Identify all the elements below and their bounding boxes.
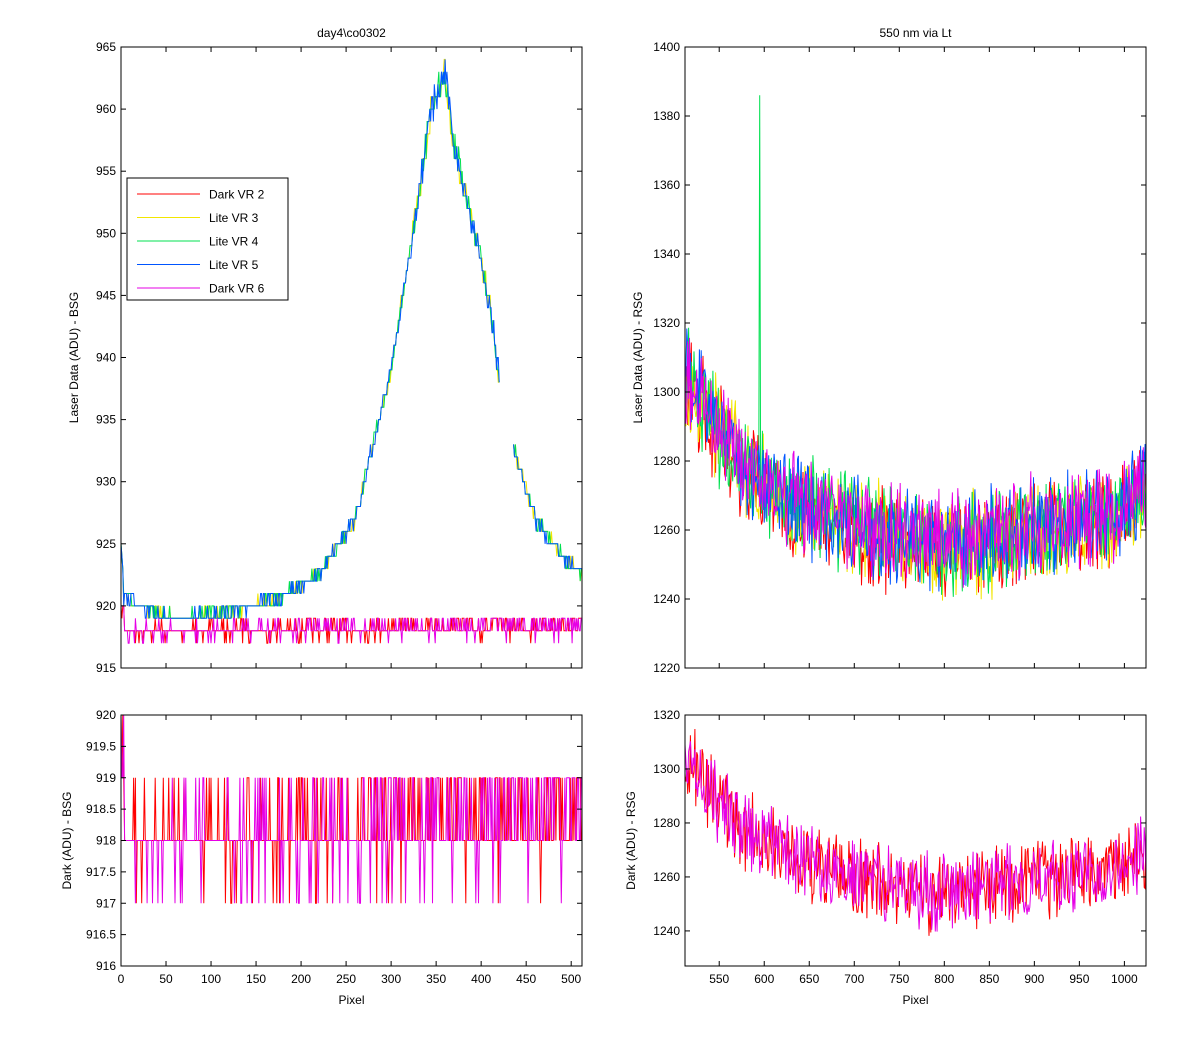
- x-tick-label: 950: [1069, 972, 1089, 986]
- x-tick-label: 550: [709, 972, 729, 986]
- y-tick-label: 955: [96, 164, 116, 178]
- y-tick-label: 930: [96, 475, 116, 489]
- x-tick-label: 0: [118, 972, 125, 986]
- x-tick-label: 500: [561, 972, 581, 986]
- series-line-lite-vr-5: [121, 59, 582, 619]
- y-tick-label: 918.5: [86, 802, 116, 816]
- x-tick-label: 800: [934, 972, 954, 986]
- axes-bottom-left: 0 50 100 150 200 250 300 350 400 450 500 916 916.5 91…: [60, 708, 583, 1007]
- x-tick-label: 600: [754, 972, 774, 986]
- y-tick-label: 1400: [653, 40, 680, 54]
- legend-box: [126, 177, 289, 301]
- series-line-dark-vr-6: [685, 337, 1146, 588]
- x-tick-label: 450: [516, 972, 536, 986]
- axes-top-left: 915 920 925 930 935 940 945 950 955 960 965 day4\co…: [67, 26, 583, 675]
- axes-frame: [684, 46, 1147, 669]
- x-tick-label: 750: [889, 972, 909, 986]
- series-line-dark-vr-2: [121, 605, 582, 644]
- y-tick-label: 1320: [653, 708, 680, 722]
- y-tick-label: 925: [96, 537, 116, 551]
- y-tick-label: 917.5: [86, 865, 116, 879]
- x-axis-label: Pixel: [338, 993, 364, 1007]
- y-tick-label: 920: [96, 599, 116, 613]
- series-line-dark-vr-6: [121, 715, 582, 904]
- y-tick-label: 1380: [653, 109, 680, 123]
- y-tick-label: 919.5: [86, 739, 116, 753]
- x-tick-label: 100: [201, 972, 221, 986]
- y-tick-label: 916: [96, 959, 116, 973]
- x-tick-label: 850: [979, 972, 999, 986]
- x-tick-label: 700: [844, 972, 864, 986]
- y-tick-label: 1320: [653, 316, 680, 330]
- y-tick-label: 1260: [653, 523, 680, 537]
- y-tick-label: 960: [96, 102, 116, 116]
- x-tick-label: 150: [246, 972, 266, 986]
- x-tick-label: 250: [336, 972, 356, 986]
- x-tick-label: 650: [799, 972, 819, 986]
- y-axis-label: Dark (ADU) - BSG: [60, 791, 74, 889]
- y-axis-label: Dark (ADU) - RSG: [624, 791, 638, 890]
- y-tick-label: 916.5: [86, 928, 116, 942]
- y-axis-label: Laser Data (ADU) - BSG: [67, 292, 81, 423]
- legend-label: Lite VR 5: [209, 258, 259, 272]
- legend: Dark VR 2 Lite VR 3 Lite VR 4 Lite VR 5 Dark…: [126, 177, 289, 301]
- y-tick-label: 919: [96, 771, 116, 785]
- x-tick-label: 400: [471, 972, 491, 986]
- y-tick-label: 1300: [653, 762, 680, 776]
- y-tick-label: 918: [96, 834, 116, 848]
- x-tick-label: 900: [1024, 972, 1044, 986]
- y-axis-label: Laser Data (ADU) - RSG: [631, 291, 645, 423]
- y-tick-label: 950: [96, 226, 116, 240]
- x-tick-label: 200: [291, 972, 311, 986]
- y-tick-label: 1260: [653, 870, 680, 884]
- legend-label: Lite VR 4: [209, 235, 259, 249]
- x-tick-label: 350: [426, 972, 446, 986]
- series-line-dark-vr-6: [685, 741, 1146, 932]
- y-tick-label: 1240: [653, 592, 680, 606]
- plot-area: [121, 47, 582, 668]
- y-tick-label: 940: [96, 351, 116, 365]
- axes-frame: [684, 714, 1147, 967]
- y-tick-label: 1220: [653, 661, 680, 675]
- x-tick-label: 50: [159, 972, 173, 986]
- y-tick-label: 1280: [653, 454, 680, 468]
- legend-label: Dark VR 6: [209, 282, 265, 296]
- y-tick-label: 1280: [653, 816, 680, 830]
- axes-top-right: 1220 1240 1260 1280 1300 1320 1340 1360 1380 1400…: [631, 26, 1147, 675]
- x-tick-label: 300: [381, 972, 401, 986]
- axes-title: day4\co0302: [317, 26, 386, 40]
- y-tick-label: 965: [96, 40, 116, 54]
- y-tick-label: 945: [96, 288, 116, 302]
- y-tick-label: 1240: [653, 924, 680, 938]
- x-axis-label: Pixel: [902, 993, 928, 1007]
- y-tick-label: 1340: [653, 247, 680, 261]
- y-tick-label: 917: [96, 896, 116, 910]
- axes-title: 550 nm via Lt: [879, 26, 952, 40]
- y-tick-label: 935: [96, 413, 116, 427]
- axes-bottom-right: 550 600 650 700 750 800 850 900 950 1000 1240 1260 1…: [624, 708, 1147, 1007]
- legend-label: Lite VR 3: [209, 211, 259, 225]
- y-tick-label: 915: [96, 661, 116, 675]
- legend-label: Dark VR 2: [209, 188, 265, 202]
- y-tick-label: 920: [96, 708, 116, 722]
- series-line-dark-vr-6: [121, 605, 582, 644]
- y-tick-label: 1300: [653, 385, 680, 399]
- x-tick-label: 1000: [1111, 972, 1138, 986]
- y-tick-label: 1360: [653, 178, 680, 192]
